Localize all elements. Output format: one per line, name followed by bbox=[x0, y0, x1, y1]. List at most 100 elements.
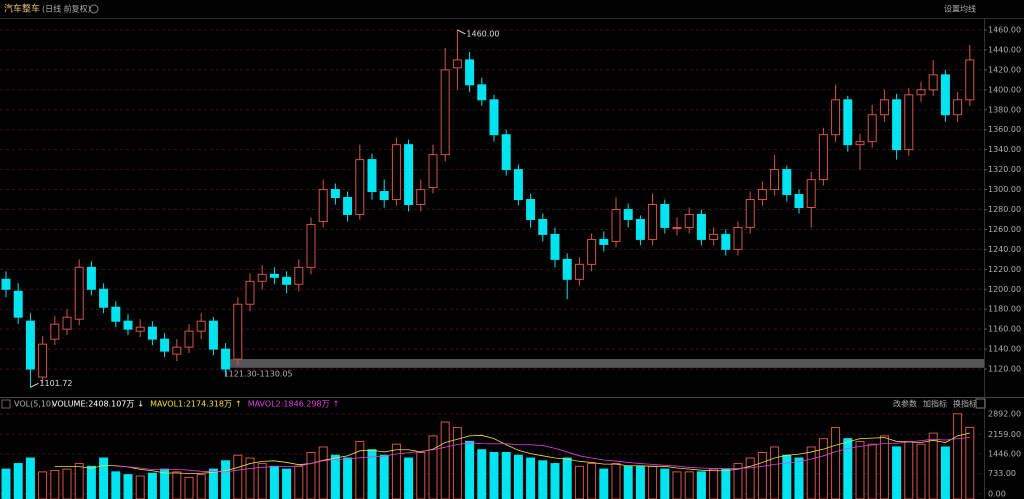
subtitle: (日线 前复权) bbox=[42, 4, 91, 14]
candle-body bbox=[233, 303, 243, 360]
volume-bar bbox=[477, 449, 487, 499]
candle-body bbox=[562, 258, 572, 280]
candle-body bbox=[757, 189, 767, 201]
volume-bar bbox=[99, 457, 109, 499]
volume-bar bbox=[770, 446, 780, 499]
candle-body bbox=[465, 59, 475, 86]
volume-bar bbox=[184, 476, 194, 499]
candle-body bbox=[648, 204, 658, 240]
candle-body bbox=[111, 306, 121, 322]
y-tick-label: 1380.00 bbox=[988, 105, 1021, 114]
volume-bar bbox=[343, 457, 353, 499]
min-label: 1101.72 bbox=[39, 379, 72, 388]
volume-bar bbox=[892, 446, 902, 499]
mavol-line bbox=[54, 432, 970, 474]
candle-body bbox=[855, 141, 865, 146]
candle-body bbox=[257, 273, 267, 282]
volume-bar bbox=[196, 474, 206, 499]
candle-body bbox=[501, 134, 511, 171]
candle-body bbox=[953, 99, 963, 116]
y-tick-label: 1460.00 bbox=[988, 25, 1021, 34]
y-tick-label: 1340.00 bbox=[988, 145, 1021, 154]
y-tick-label: 0.00 bbox=[988, 490, 1006, 499]
volume-legend: VOLUME:2408.107万 bbox=[52, 400, 134, 409]
candle-body bbox=[928, 74, 938, 91]
volume-bar bbox=[965, 426, 975, 499]
volume-bar bbox=[306, 451, 316, 499]
candle-body bbox=[635, 218, 645, 240]
candle-body bbox=[391, 144, 401, 201]
candle-body bbox=[965, 59, 975, 101]
close-button[interactable] bbox=[975, 398, 986, 409]
candle-body bbox=[904, 94, 914, 151]
volume-bar bbox=[294, 465, 304, 499]
candle-body bbox=[672, 226, 682, 229]
volume-bar bbox=[855, 440, 865, 499]
candle-body bbox=[709, 233, 719, 240]
panel-button[interactable]: 改参数 bbox=[893, 399, 917, 409]
volume-bar bbox=[1, 468, 11, 499]
volume-bar bbox=[123, 474, 133, 499]
volume-bar bbox=[782, 454, 792, 499]
title: 汽车整车 bbox=[4, 3, 40, 15]
candle-body bbox=[99, 288, 109, 308]
max-label: 1460.00 bbox=[466, 29, 499, 38]
volume-bar bbox=[269, 465, 279, 499]
volume-bar bbox=[635, 465, 645, 499]
volume-bar bbox=[867, 443, 877, 499]
candle-body bbox=[440, 69, 450, 156]
volume-bar bbox=[940, 446, 950, 499]
candle-body bbox=[721, 233, 731, 250]
panel-button[interactable]: 加指标 bbox=[923, 399, 947, 409]
candle-body bbox=[245, 280, 255, 305]
volume-bar bbox=[513, 454, 523, 499]
candle-body bbox=[269, 273, 279, 278]
candle-body bbox=[367, 159, 377, 193]
candle-body bbox=[489, 99, 499, 136]
volume-title: VOL(5,10) bbox=[14, 400, 54, 409]
volume-bar bbox=[721, 468, 731, 499]
volume-bar bbox=[391, 443, 401, 499]
y-tick-label: 1320.00 bbox=[988, 165, 1021, 174]
y-tick-label: 1440.00 bbox=[988, 45, 1021, 54]
candle-body bbox=[416, 189, 426, 206]
candle-body bbox=[477, 84, 487, 101]
candle-body bbox=[611, 208, 621, 242]
volume-legend: MAVOL1:2174.318万 bbox=[150, 400, 232, 409]
candle-body bbox=[587, 238, 597, 265]
candle-body bbox=[513, 169, 523, 201]
volume-bar bbox=[574, 465, 584, 499]
volume-bar bbox=[489, 451, 499, 499]
volume-bar bbox=[904, 440, 914, 499]
volume-bar bbox=[13, 463, 23, 499]
candle-body bbox=[940, 74, 950, 116]
settings-icon[interactable] bbox=[89, 4, 99, 14]
volume-bar bbox=[916, 443, 926, 499]
volume-bar bbox=[623, 465, 633, 499]
volume-bar bbox=[404, 457, 414, 499]
candle-body bbox=[660, 204, 670, 228]
y-tick-label: 1240.00 bbox=[988, 245, 1021, 254]
candle-body bbox=[526, 199, 536, 220]
volume-bar bbox=[550, 463, 560, 499]
panel-button[interactable]: 换指标 bbox=[953, 399, 977, 409]
candle-body bbox=[196, 320, 206, 332]
candle-body bbox=[782, 169, 792, 196]
volume-bar bbox=[62, 468, 72, 499]
volume-bar bbox=[25, 457, 35, 499]
candle-body bbox=[62, 316, 72, 330]
candle-body bbox=[599, 238, 609, 245]
candle-body bbox=[770, 169, 780, 191]
volume-legend: MAVOL2:1846.298万 bbox=[248, 400, 330, 409]
settings-button[interactable]: 设置均线 bbox=[944, 4, 976, 14]
candle-body bbox=[550, 233, 560, 260]
candle-body bbox=[892, 99, 902, 151]
volume-bar bbox=[147, 472, 157, 499]
volume-bar bbox=[282, 468, 292, 499]
candle-body bbox=[282, 276, 292, 285]
volume-bar bbox=[208, 468, 218, 499]
candle-body bbox=[86, 266, 96, 290]
help-icon[interactable] bbox=[1, 399, 11, 409]
y-tick-label: 1200.00 bbox=[988, 285, 1021, 294]
